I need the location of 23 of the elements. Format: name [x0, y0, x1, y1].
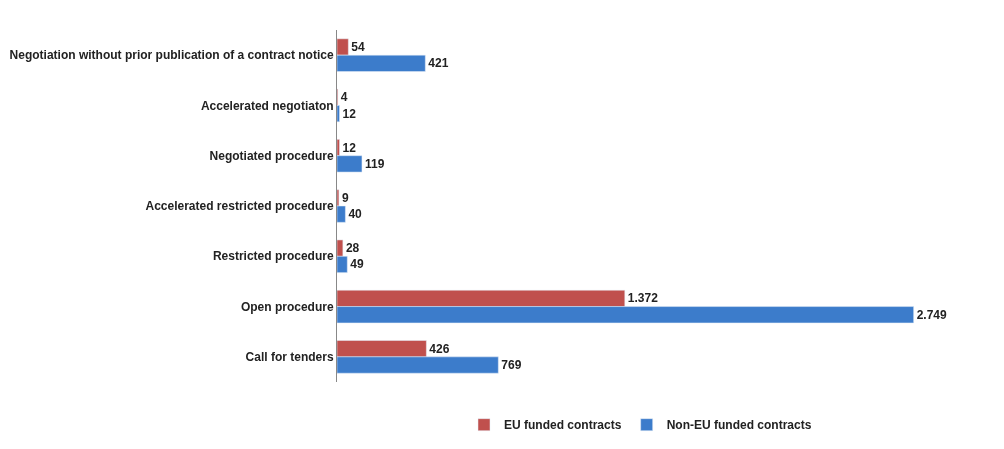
data-label: 769 — [501, 358, 522, 373]
data-label: 12 — [342, 140, 357, 155]
data-label: 28 — [345, 241, 360, 256]
y-tick-label: Negotiation without prior publication of a contract notice — [9, 48, 334, 63]
data-label: 54 — [351, 39, 365, 54]
data-label: 1.372 — [627, 291, 659, 306]
y-tick-label: Call for tenders — [245, 350, 334, 365]
y-tick-label: Accelerated restricted procedure — [145, 199, 334, 214]
y-tick-label: Negotiated procedure — [209, 148, 334, 163]
data-label: 49 — [350, 257, 364, 272]
data-label: 426 — [429, 341, 450, 356]
legend-label: Non-EU funded contracts — [666, 418, 812, 433]
data-label: 2.749 — [916, 307, 948, 322]
y-tick-label: Restricted procedure — [212, 249, 334, 264]
y-tick-label: Accelerated negotiaton — [200, 98, 334, 113]
data-label: 40 — [348, 207, 363, 222]
data-label: 12 — [342, 106, 357, 121]
data-label: 119 — [364, 156, 385, 171]
y-tick-label: Open procedure — [240, 299, 334, 314]
data-label: 4 — [340, 90, 348, 105]
data-label: 421 — [428, 56, 449, 71]
data-label: 9 — [341, 190, 349, 205]
legend-label: EU funded contracts — [504, 418, 622, 433]
